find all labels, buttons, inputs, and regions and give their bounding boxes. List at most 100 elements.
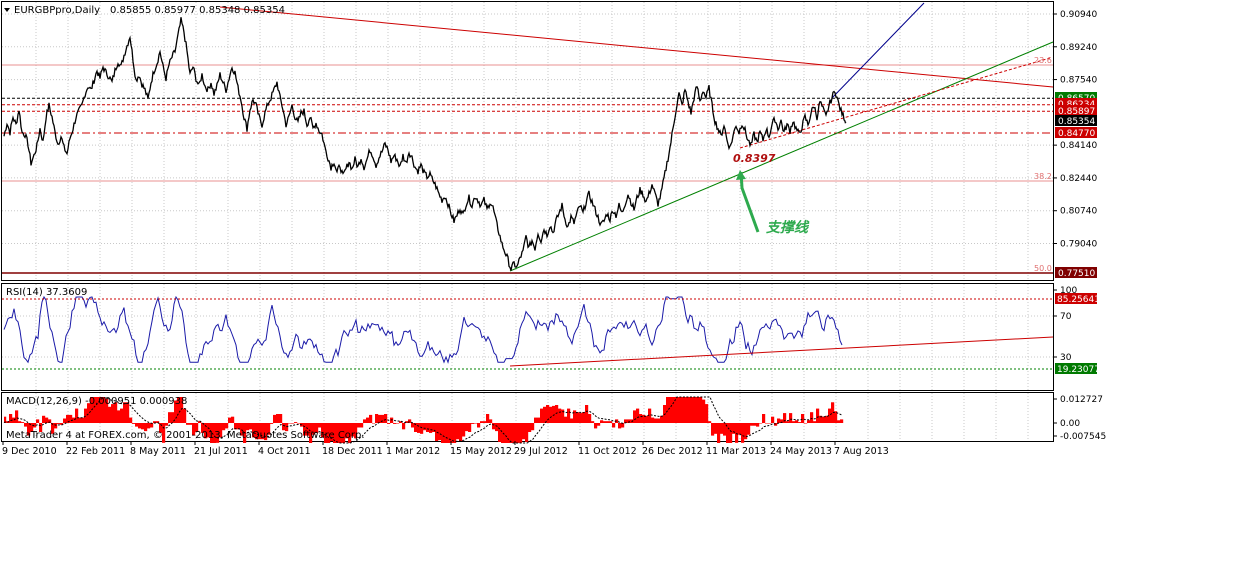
macd-bar bbox=[788, 421, 790, 423]
macd-bar bbox=[278, 414, 280, 423]
macd-bar bbox=[507, 423, 509, 443]
macd-bar bbox=[338, 423, 340, 443]
macd-bar bbox=[721, 423, 723, 434]
macd-bar bbox=[539, 417, 541, 423]
rsi-badge-label: 19.23077 bbox=[1057, 365, 1100, 375]
macd-bar bbox=[612, 423, 614, 428]
macd-bar bbox=[545, 406, 547, 423]
macd-bar bbox=[738, 423, 740, 435]
macd-bar bbox=[800, 422, 802, 423]
macd-bar bbox=[829, 408, 831, 423]
macd-bar bbox=[449, 423, 451, 443]
macd-bar bbox=[342, 423, 344, 443]
macd-bar bbox=[307, 423, 309, 436]
macd-bar bbox=[807, 420, 809, 423]
macd-bar bbox=[718, 423, 720, 443]
macd-bar bbox=[383, 414, 385, 423]
macd-bar bbox=[790, 413, 792, 423]
macd-bar bbox=[118, 410, 120, 423]
macd-bar bbox=[231, 416, 233, 423]
axis-tick-label: 0.79040 bbox=[1060, 239, 1097, 249]
macd-bar bbox=[697, 397, 699, 423]
macd-bar bbox=[157, 421, 159, 423]
macd-bar bbox=[509, 423, 511, 443]
axis-tick-label: 100 bbox=[1060, 286, 1077, 296]
macd-bar bbox=[368, 417, 370, 423]
macd-bar bbox=[780, 419, 782, 423]
macd-bar bbox=[341, 423, 343, 443]
macd-bar bbox=[544, 406, 546, 423]
macd-bar bbox=[772, 416, 774, 423]
macd-bar bbox=[693, 397, 695, 423]
macd-bar bbox=[706, 404, 708, 423]
macd-bar bbox=[378, 414, 380, 423]
macd-bar bbox=[323, 423, 325, 438]
macd-bar bbox=[569, 408, 571, 423]
macd-bar bbox=[686, 397, 688, 423]
macd-bar bbox=[272, 423, 274, 424]
macd-bar bbox=[80, 417, 82, 423]
macd-bar bbox=[810, 412, 812, 423]
macd-bar bbox=[659, 418, 661, 423]
macd-bar bbox=[313, 423, 315, 435]
macd-bar bbox=[227, 423, 229, 429]
macd-bar bbox=[331, 423, 333, 441]
macd-bar bbox=[243, 423, 245, 443]
macd-bar bbox=[207, 423, 209, 438]
macd-bar bbox=[328, 423, 330, 443]
macd-bar bbox=[107, 398, 109, 423]
macd-bar bbox=[711, 423, 713, 436]
macd-bar bbox=[434, 423, 436, 432]
macd-bar bbox=[841, 419, 843, 423]
macd-bar bbox=[9, 414, 11, 423]
macd-bar bbox=[176, 400, 178, 423]
macd-bar bbox=[655, 418, 657, 423]
macd-bar bbox=[94, 397, 96, 423]
macd-bar bbox=[675, 397, 677, 423]
macd-bar bbox=[549, 406, 551, 423]
rsi-panel bbox=[1, 283, 1054, 391]
macd-bar bbox=[385, 414, 387, 423]
macd-bar bbox=[252, 423, 254, 438]
macd-bar bbox=[733, 423, 735, 434]
macd-bar bbox=[401, 421, 403, 423]
macd-bar bbox=[763, 414, 765, 423]
macd-bar bbox=[376, 414, 378, 423]
macd-bar bbox=[120, 408, 122, 423]
macd-bar bbox=[48, 419, 50, 423]
macd-bar bbox=[818, 408, 820, 423]
macd-bar bbox=[132, 423, 134, 424]
macd-bar bbox=[333, 423, 335, 443]
macd-bar bbox=[305, 423, 307, 436]
macd-bar bbox=[306, 423, 308, 436]
macd-bar bbox=[579, 413, 581, 423]
macd-bar bbox=[203, 423, 205, 433]
date-tick-label: 4 Oct 2011 bbox=[258, 446, 311, 457]
macd-bar bbox=[534, 417, 536, 423]
macd-bar bbox=[131, 417, 133, 423]
macd-bar bbox=[685, 397, 687, 423]
macd-bar bbox=[295, 422, 297, 423]
price-badge bbox=[1055, 115, 1097, 126]
macd-bar bbox=[23, 422, 25, 423]
macd-bar bbox=[288, 423, 290, 424]
axis-tick-label: 0.00 bbox=[1060, 419, 1080, 429]
macd-bar bbox=[266, 423, 268, 441]
macd-bar bbox=[825, 415, 827, 423]
macd-bar bbox=[770, 423, 772, 424]
macd-bar bbox=[298, 423, 300, 424]
macd-bar bbox=[397, 423, 399, 424]
macd-bar bbox=[111, 404, 113, 423]
macd-bar bbox=[681, 397, 683, 423]
macd-bar bbox=[640, 414, 642, 423]
macd-bar bbox=[327, 423, 329, 443]
macd-bar bbox=[226, 423, 228, 429]
macd-bar bbox=[802, 414, 804, 423]
macd-bar bbox=[709, 421, 711, 423]
macd-bar bbox=[669, 397, 671, 423]
macd-bar bbox=[214, 423, 216, 443]
macd-bar bbox=[708, 421, 710, 423]
macd-bar bbox=[653, 417, 655, 423]
macd-bar bbox=[166, 423, 168, 426]
macd-bar bbox=[547, 405, 549, 423]
